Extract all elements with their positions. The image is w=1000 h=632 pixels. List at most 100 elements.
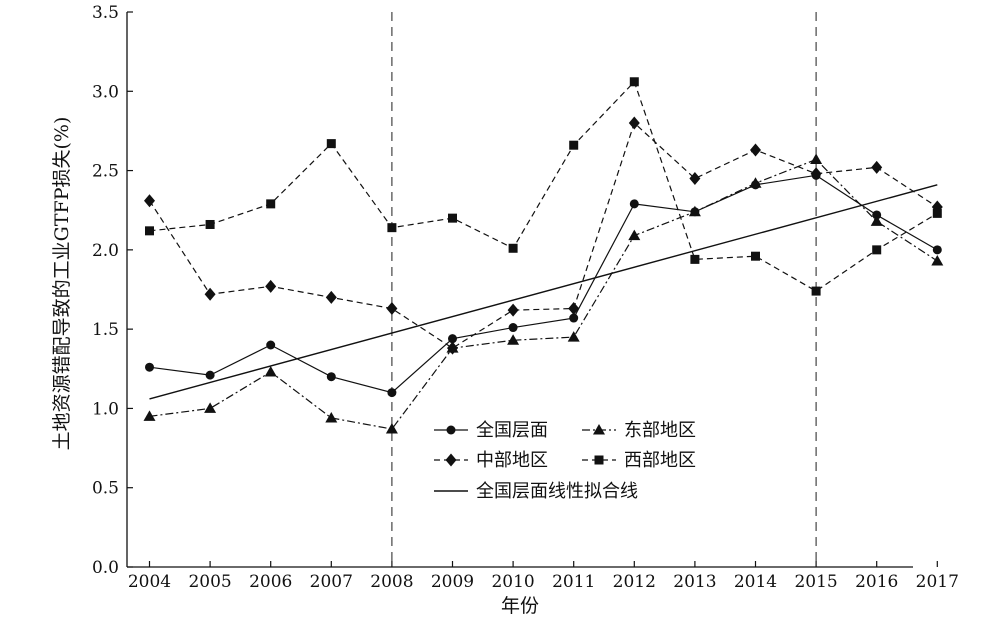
data-point [204, 402, 217, 413]
data-point [750, 143, 761, 157]
data-point [811, 286, 821, 296]
data-point [326, 139, 336, 149]
data-point [145, 362, 154, 372]
axes: 0.0 0.5 1.0 1.5 2.0 2.5 3.0 3.5 2004 2005 2006 2007… [92, 3, 959, 592]
x-tick-label: 2011 [552, 572, 595, 592]
legend-label: 中部地区 [476, 450, 548, 471]
data-point [266, 340, 276, 350]
series-0 [145, 170, 942, 398]
y-tick-label: 2.0 [92, 241, 119, 261]
data-point [628, 116, 640, 130]
y-tick-label: 2.5 [92, 162, 119, 182]
data-point [205, 219, 215, 229]
y-tick-label: 0.0 [92, 558, 119, 578]
data-point [689, 172, 701, 185]
legend-item-0: 全国层面 [434, 420, 548, 441]
data-point [205, 370, 215, 380]
data-point [690, 254, 700, 264]
data-point [387, 388, 397, 398]
data-point [448, 334, 457, 344]
data-point [507, 334, 520, 345]
data-point [387, 223, 397, 233]
data-point [569, 140, 579, 150]
legend-item-3: 西部地区 [582, 450, 696, 471]
data-point [569, 313, 579, 323]
data-point [325, 411, 338, 423]
series-line-2 [148, 121, 938, 349]
data-point [870, 215, 883, 226]
series-line-3 [149, 80, 938, 292]
series-layer [143, 77, 944, 434]
data-point [325, 290, 337, 304]
y-tick-label: 1.0 [92, 399, 119, 419]
data-point [386, 302, 398, 316]
series-line-0 [149, 174, 938, 394]
x-tick-label: 2004 [128, 572, 171, 592]
x-tick-label: 2013 [673, 572, 716, 592]
data-point [265, 279, 277, 293]
legend-marker [593, 424, 605, 435]
data-point [688, 205, 701, 217]
x-tick-label: 2015 [794, 572, 837, 592]
data-point [932, 245, 942, 255]
data-point [628, 229, 641, 241]
fit-line-layer [149, 184, 938, 400]
x-axis-title: 年份 [501, 595, 539, 617]
data-point [810, 153, 823, 164]
data-point [326, 372, 336, 382]
x-tick-label: 2008 [370, 572, 413, 592]
legend-item-2: 中部地区 [434, 450, 548, 471]
x-tick-label: 2016 [855, 572, 898, 592]
legend-item-fit: 全国层面线性拟合线 [434, 481, 638, 502]
data-point [749, 177, 762, 188]
data-point [629, 199, 639, 209]
x-tick-label: 2005 [188, 572, 231, 592]
data-point [629, 77, 639, 87]
series-2 [144, 116, 943, 355]
legend-marker [445, 453, 457, 467]
x-tick-label: 2007 [310, 572, 353, 592]
x-tick-label: 2006 [249, 572, 292, 592]
y-tick-label: 0.5 [92, 479, 119, 499]
data-point [264, 365, 277, 377]
data-point [568, 302, 580, 316]
legend-label: 东部地区 [624, 420, 696, 441]
data-point [508, 243, 518, 253]
data-point [567, 331, 580, 342]
data-point [932, 208, 942, 218]
data-point [871, 160, 883, 174]
y-tick-label: 3.0 [92, 82, 119, 102]
legend-label: 西部地区 [624, 450, 696, 471]
legend-label: 全国层面线性拟合线 [476, 481, 638, 502]
data-point [143, 410, 156, 421]
legend-label: 全国层面 [476, 420, 548, 441]
legend-marker [446, 425, 456, 435]
x-tick-label: 2017 [916, 572, 959, 592]
data-point [751, 251, 760, 261]
data-point [810, 167, 822, 181]
data-point [385, 423, 398, 434]
y-axis-title: 土地资源错配导致的工业GTFP损失(%) [51, 117, 73, 451]
data-point [448, 213, 457, 223]
data-point [447, 341, 458, 355]
series-1 [143, 153, 944, 434]
legend-marker [594, 455, 604, 465]
data-point [204, 287, 216, 301]
x-tick-label: 2014 [734, 572, 777, 592]
fit-line [149, 184, 938, 400]
data-point [508, 323, 518, 333]
y-tick-label: 3.5 [92, 3, 119, 23]
series-3 [145, 77, 942, 296]
data-point [266, 199, 276, 209]
data-point [872, 210, 882, 220]
data-point [507, 303, 519, 317]
legend-item-1: 东部地区 [582, 420, 696, 441]
x-tick-label: 2010 [491, 572, 534, 592]
x-tick-label: 2012 [613, 572, 656, 592]
data-point [145, 226, 154, 236]
data-point [872, 245, 882, 255]
data-point [931, 254, 944, 266]
data-point [144, 194, 155, 208]
